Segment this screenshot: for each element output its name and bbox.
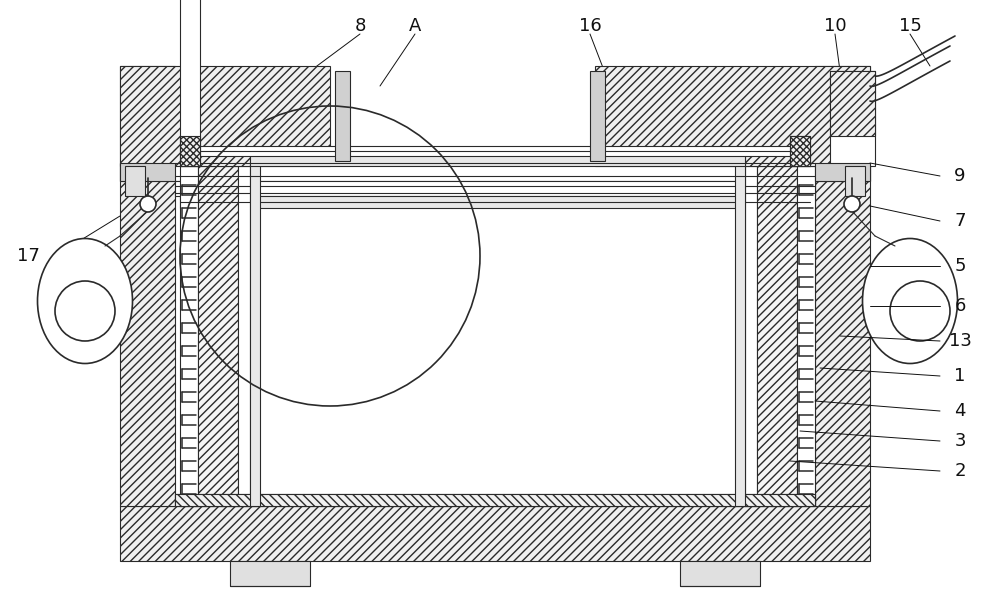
Text: 15: 15 [899,17,921,35]
Bar [120,66,175,506]
Bar [120,66,330,166]
Bar [590,71,605,161]
Text: 3: 3 [954,432,966,450]
Bar [797,166,815,506]
Bar [180,166,198,506]
Bar [790,136,810,166]
Bar [845,166,865,196]
Bar [757,166,797,506]
Text: 5: 5 [954,257,966,275]
Bar [175,181,815,196]
Text: 4: 4 [954,402,966,420]
Bar [830,71,875,166]
Bar [238,166,250,506]
Bar [180,196,810,208]
Text: 10: 10 [824,17,846,35]
Ellipse shape [862,238,958,364]
Bar [815,66,870,506]
Bar [120,163,175,181]
Ellipse shape [38,238,132,364]
Bar [250,156,260,506]
Circle shape [55,281,115,341]
Bar [230,561,310,586]
Text: 2: 2 [954,462,966,480]
Text: 6: 6 [954,297,966,315]
Text: 17: 17 [17,247,39,265]
Bar [830,71,875,136]
Bar [745,166,757,506]
Bar [735,156,745,506]
Text: 7: 7 [954,212,966,230]
Bar [680,561,760,586]
Text: 1: 1 [954,367,966,385]
Bar [335,71,350,161]
Circle shape [140,196,156,212]
Bar [250,154,745,166]
Bar [180,136,200,166]
Bar [790,136,810,166]
Bar [120,163,870,181]
Text: 9: 9 [954,167,966,185]
Text: 16: 16 [579,17,601,35]
Bar [815,163,870,181]
Text: A: A [409,17,421,35]
Bar [125,166,145,196]
Bar [185,146,805,156]
Bar [198,166,238,506]
Bar [175,494,815,506]
Bar [180,0,200,166]
Text: 8: 8 [354,17,366,35]
Bar [595,66,870,166]
Text: 13: 13 [949,332,971,350]
Circle shape [890,281,950,341]
Bar [120,506,870,561]
Bar [175,494,815,506]
Circle shape [844,196,860,212]
